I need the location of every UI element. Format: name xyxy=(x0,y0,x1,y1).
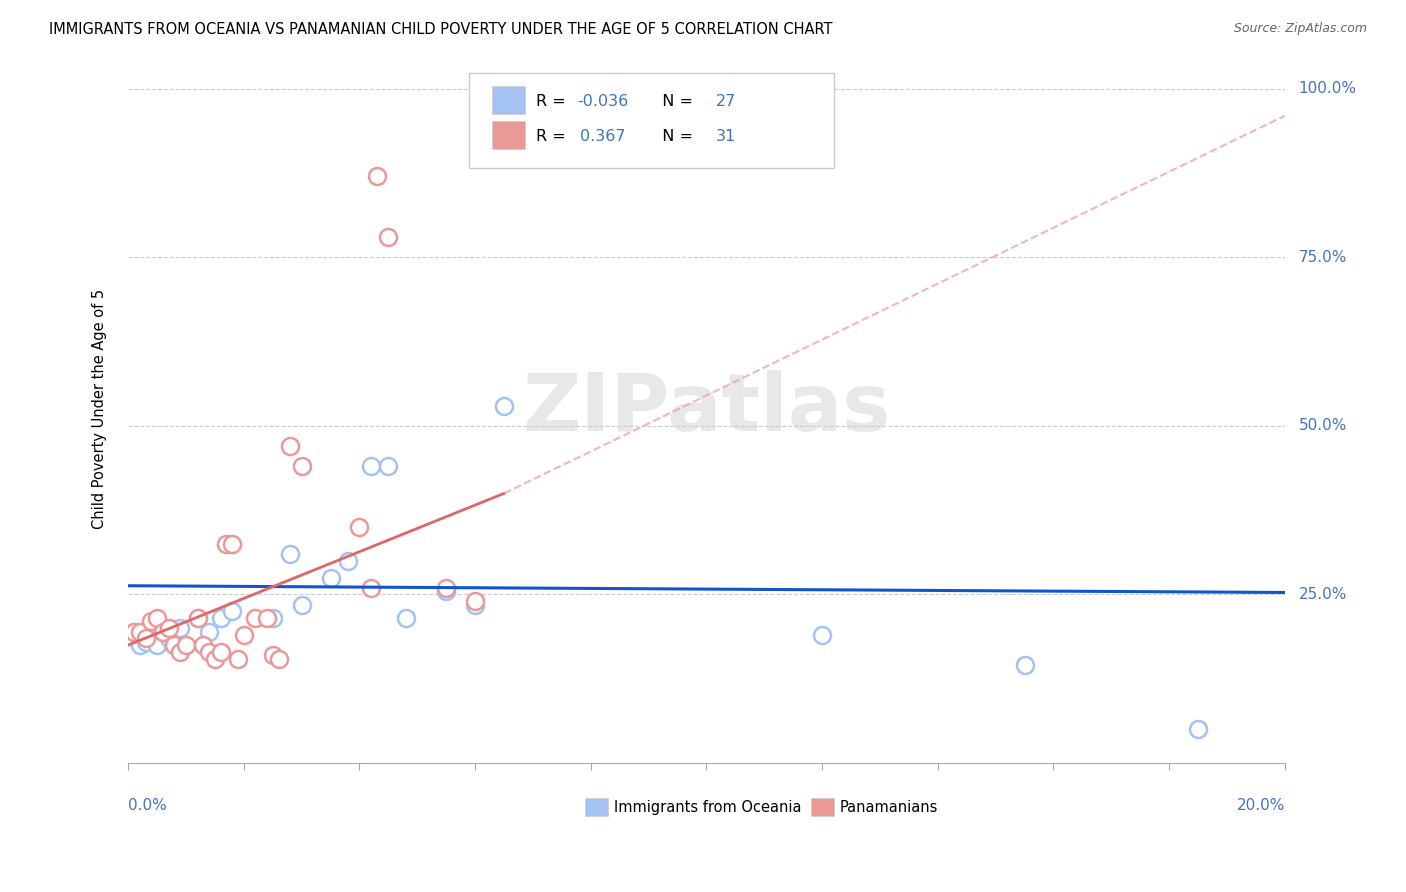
Point xyxy=(278,439,301,453)
Text: IMMIGRANTS FROM OCEANIA VS PANAMANIAN CHILD POVERTY UNDER THE AGE OF 5 CORRELATI: IMMIGRANTS FROM OCEANIA VS PANAMANIAN CH… xyxy=(49,22,832,37)
Point xyxy=(221,604,243,618)
Point xyxy=(434,584,457,599)
Point xyxy=(146,611,169,625)
Point xyxy=(122,624,145,639)
Point xyxy=(187,611,209,625)
Text: 0.367: 0.367 xyxy=(581,129,626,144)
Point xyxy=(1187,723,1209,737)
Text: 100.0%: 100.0% xyxy=(1299,81,1357,96)
Text: R =: R = xyxy=(537,129,576,144)
Point xyxy=(163,638,186,652)
Point xyxy=(267,651,290,665)
Point xyxy=(464,594,486,608)
Point xyxy=(198,624,221,639)
Bar xyxy=(585,798,609,816)
Point xyxy=(209,645,232,659)
Text: 31: 31 xyxy=(716,129,735,144)
Point xyxy=(291,598,314,612)
Point xyxy=(141,615,163,629)
Point xyxy=(319,571,342,585)
Point xyxy=(360,581,382,595)
Point xyxy=(256,611,278,625)
Y-axis label: Child Poverty Under the Age of 5: Child Poverty Under the Age of 5 xyxy=(93,289,107,529)
Point xyxy=(128,638,150,652)
Text: N =: N = xyxy=(652,94,699,109)
Point xyxy=(1014,658,1036,673)
Point xyxy=(262,648,284,663)
Point xyxy=(377,230,399,244)
Point xyxy=(163,628,186,642)
Point xyxy=(209,611,232,625)
Point xyxy=(152,624,174,639)
Text: 75.0%: 75.0% xyxy=(1299,250,1347,265)
Point xyxy=(134,632,156,646)
Text: Source: ZipAtlas.com: Source: ZipAtlas.com xyxy=(1233,22,1367,36)
Text: ZIPatlas: ZIPatlas xyxy=(523,370,890,448)
Point xyxy=(245,611,267,625)
Bar xyxy=(811,798,834,816)
Point xyxy=(464,598,486,612)
Point xyxy=(811,628,834,642)
Text: 20.0%: 20.0% xyxy=(1236,798,1285,814)
Text: -0.036: -0.036 xyxy=(576,94,628,109)
Point xyxy=(221,537,243,551)
Text: 25.0%: 25.0% xyxy=(1299,587,1347,602)
Point xyxy=(169,621,191,635)
Point xyxy=(336,554,359,568)
Point xyxy=(169,645,191,659)
Point xyxy=(122,624,145,639)
Point xyxy=(198,645,221,659)
Point xyxy=(187,611,209,625)
Point xyxy=(262,611,284,625)
Point xyxy=(174,638,197,652)
Text: R =: R = xyxy=(537,94,571,109)
Point xyxy=(134,634,156,648)
Text: Panamanians: Panamanians xyxy=(839,800,938,815)
Point xyxy=(193,638,215,652)
Text: 27: 27 xyxy=(716,94,735,109)
Point xyxy=(157,621,180,635)
Point xyxy=(146,638,169,652)
Point xyxy=(395,611,418,625)
Point xyxy=(215,537,238,551)
FancyBboxPatch shape xyxy=(470,73,834,169)
Text: N =: N = xyxy=(652,129,699,144)
Point xyxy=(349,520,371,534)
Point xyxy=(226,651,249,665)
Point xyxy=(157,632,180,646)
Point xyxy=(152,624,174,639)
Point xyxy=(204,651,226,665)
Point xyxy=(434,581,457,595)
Text: 50.0%: 50.0% xyxy=(1299,418,1347,434)
Point xyxy=(232,628,254,642)
Text: Immigrants from Oceania: Immigrants from Oceania xyxy=(614,800,801,815)
Point xyxy=(377,459,399,474)
Point xyxy=(494,399,516,413)
Point xyxy=(360,459,382,474)
Text: 0.0%: 0.0% xyxy=(128,798,167,814)
Point xyxy=(291,459,314,474)
Point xyxy=(366,169,388,184)
Point xyxy=(128,624,150,639)
Point xyxy=(278,547,301,561)
Point xyxy=(141,624,163,639)
Bar xyxy=(492,86,524,114)
Bar xyxy=(492,121,524,149)
